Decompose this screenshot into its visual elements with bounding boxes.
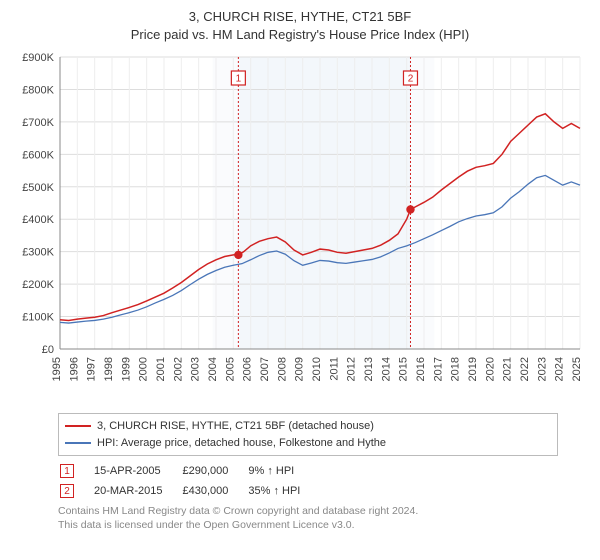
svg-text:£300K: £300K: [22, 247, 54, 259]
svg-text:£700K: £700K: [22, 117, 54, 129]
svg-text:1997: 1997: [86, 357, 98, 381]
svg-text:£0: £0: [42, 344, 54, 356]
svg-text:2017: 2017: [432, 357, 444, 381]
svg-text:2: 2: [408, 74, 414, 85]
svg-text:2021: 2021: [502, 357, 514, 381]
table-row: 2 20-MAR-2015 £430,000 35% ↑ HPI: [60, 482, 318, 500]
svg-text:2020: 2020: [484, 357, 496, 381]
svg-text:2024: 2024: [554, 357, 566, 381]
event-pct: 9% ↑ HPI: [248, 462, 318, 480]
legend-item: HPI: Average price, detached house, Folk…: [65, 435, 551, 452]
svg-text:£200K: £200K: [22, 279, 54, 291]
svg-text:2011: 2011: [328, 357, 340, 381]
svg-text:1998: 1998: [103, 357, 115, 381]
svg-text:£600K: £600K: [22, 149, 54, 161]
svg-text:2002: 2002: [172, 357, 184, 381]
svg-text:2009: 2009: [294, 357, 306, 381]
event-date: 15-APR-2005: [94, 462, 180, 480]
svg-text:2008: 2008: [276, 357, 288, 381]
svg-text:2025: 2025: [571, 357, 583, 381]
event-badge: 2: [60, 484, 74, 498]
svg-text:2010: 2010: [311, 357, 323, 381]
disclaimer: Contains HM Land Registry data © Crown c…: [58, 504, 590, 532]
svg-text:2022: 2022: [519, 357, 531, 381]
svg-text:2001: 2001: [155, 357, 167, 381]
legend: 3, CHURCH RISE, HYTHE, CT21 5BF (detache…: [58, 413, 558, 456]
table-row: 1 15-APR-2005 £290,000 9% ↑ HPI: [60, 462, 318, 480]
svg-text:2018: 2018: [450, 357, 462, 381]
svg-text:£500K: £500K: [22, 182, 54, 194]
svg-text:2015: 2015: [398, 357, 410, 381]
svg-text:2000: 2000: [138, 357, 150, 381]
svg-text:£100K: £100K: [22, 312, 54, 324]
legend-label: HPI: Average price, detached house, Folk…: [97, 435, 386, 452]
legend-label: 3, CHURCH RISE, HYTHE, CT21 5BF (detache…: [97, 418, 374, 435]
svg-text:2023: 2023: [536, 357, 548, 381]
svg-text:£900K: £900K: [22, 52, 54, 64]
svg-text:1996: 1996: [68, 357, 80, 381]
disclaimer-line: This data is licensed under the Open Gov…: [58, 518, 590, 532]
svg-text:£800K: £800K: [22, 85, 54, 97]
event-price: £290,000: [182, 462, 246, 480]
event-pct: 35% ↑ HPI: [248, 482, 318, 500]
svg-text:2003: 2003: [190, 357, 202, 381]
disclaimer-line: Contains HM Land Registry data © Crown c…: [58, 504, 590, 518]
svg-text:1995: 1995: [51, 357, 63, 381]
event-price: £430,000: [182, 482, 246, 500]
svg-text:2007: 2007: [259, 357, 271, 381]
legend-swatch: [65, 425, 91, 427]
svg-text:2016: 2016: [415, 357, 427, 381]
chart-title: 3, CHURCH RISE, HYTHE, CT21 5BF: [10, 8, 590, 26]
event-badge: 1: [60, 464, 74, 478]
svg-text:2019: 2019: [467, 357, 479, 381]
svg-text:2004: 2004: [207, 357, 219, 381]
svg-text:1999: 1999: [120, 357, 132, 381]
legend-item: 3, CHURCH RISE, HYTHE, CT21 5BF (detache…: [65, 418, 551, 435]
svg-text:1: 1: [236, 74, 242, 85]
chart-area: £0 £100K £200K £300K £400K £500K £600K £700K £80…: [10, 49, 590, 409]
event-date: 20-MAR-2015: [94, 482, 180, 500]
svg-text:2012: 2012: [346, 357, 358, 381]
chart-subtitle: Price paid vs. HM Land Registry's House …: [10, 26, 590, 44]
svg-text:2006: 2006: [242, 357, 254, 381]
svg-text:£400K: £400K: [22, 214, 54, 226]
svg-text:2013: 2013: [363, 357, 375, 381]
events-table: 1 15-APR-2005 £290,000 9% ↑ HPI 2 20-MAR…: [58, 460, 320, 502]
svg-text:2014: 2014: [380, 357, 392, 381]
line-chart: £0 £100K £200K £300K £400K £500K £600K £700K £80…: [10, 49, 590, 409]
legend-swatch: [65, 442, 91, 444]
svg-text:2005: 2005: [224, 357, 236, 381]
chart-container: 3, CHURCH RISE, HYTHE, CT21 5BF Price pa…: [0, 0, 600, 560]
